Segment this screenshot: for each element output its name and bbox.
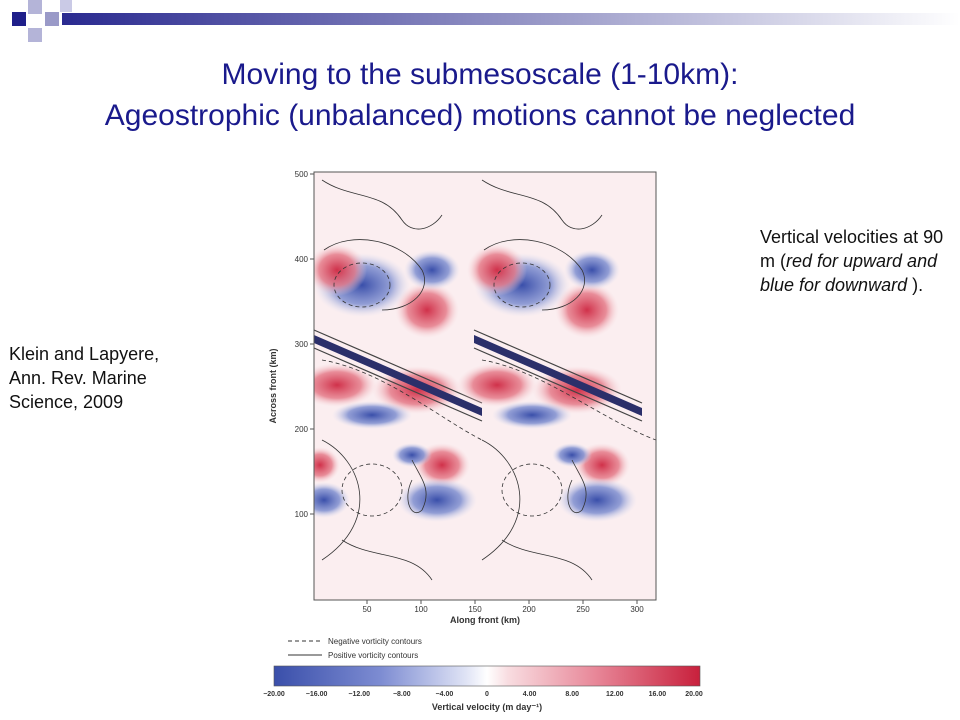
caption-end: ). <box>907 275 924 295</box>
colorbar-tick: −16.00 <box>306 691 328 698</box>
caption-italic: red for upward and blue for downward <box>760 251 938 295</box>
citation: Klein and Lapyere, Ann. Rev. Marine Scie… <box>9 342 159 414</box>
caption-line-1: Vertical velocities <box>760 227 899 247</box>
legend-negative-label: Negative vorticity contours <box>328 637 422 646</box>
colorbar-tick: 8.00 <box>565 691 579 698</box>
x-axis-label: Along front (km) <box>450 615 520 625</box>
slide-title: Moving to the submesoscale (1-10km): Age… <box>0 54 960 136</box>
caption-text: at 90 m ( <box>760 227 944 271</box>
deco-square-light <box>28 28 42 42</box>
y-axis-label: Across front (km) <box>268 348 278 423</box>
colorbar-tick: −4.00 <box>436 691 454 698</box>
citation-line-3: Science, 2009 <box>9 392 124 412</box>
deco-square-dark <box>12 12 26 26</box>
colorbar: −20.00 −16.00 −12.00 −8.00 −4.00 0 4.00 … <box>263 665 703 712</box>
negative-vorticity-contours <box>321 262 656 517</box>
deco-square-mid <box>45 12 59 26</box>
y-tick-label: 500 <box>295 170 309 179</box>
citation-line-1: Klein and Lapyere, <box>9 344 160 364</box>
x-tick-label: 100 <box>414 605 428 614</box>
colorbar-bar <box>273 665 701 687</box>
x-axis: 50 100 150 200 250 300 Along front (km) <box>363 600 644 625</box>
colorbar-label: Vertical velocity (m day⁻¹) <box>432 702 542 712</box>
y-tick-label: 200 <box>295 425 309 434</box>
colorbar-tick: −20.00 <box>263 691 285 698</box>
x-tick-label: 50 <box>363 605 372 614</box>
x-tick-label: 200 <box>522 605 536 614</box>
y-axis: 500 400 300 200 100 Across front (km) <box>268 170 314 519</box>
field-tile <box>457 244 643 522</box>
colorbar-ticks: −20.00 −16.00 −12.00 −8.00 −4.00 0 4.00 … <box>263 691 703 698</box>
y-tick-label: 300 <box>295 340 309 349</box>
legend-positive-label: Positive vorticity contours <box>328 651 418 660</box>
velocity-field <box>314 172 656 600</box>
x-tick-label: 150 <box>468 605 482 614</box>
y-tick-label: 100 <box>295 510 309 519</box>
contour-legend: Negative vorticity contours Positive vor… <box>288 637 422 660</box>
slide-decoration <box>12 0 960 42</box>
colorbar-tick: 20.00 <box>685 691 703 698</box>
deco-gradient-bar <box>62 13 960 25</box>
vorticity-contours <box>321 179 603 581</box>
colorbar-tick: 0 <box>485 691 489 698</box>
colorbar-tick: 12.00 <box>606 691 624 698</box>
x-tick-label: 250 <box>576 605 590 614</box>
deco-square-light <box>28 0 42 14</box>
deco-square-light <box>60 0 72 12</box>
citation-line-2: Ann. Rev. Marine <box>9 368 147 388</box>
colorbar-tick: −12.00 <box>348 691 370 698</box>
colorbar-tick: −8.00 <box>393 691 411 698</box>
title-line-2: Ageostrophic (unbalanced) motions cannot… <box>104 99 856 132</box>
colorbar-tick: 16.00 <box>649 691 667 698</box>
x-tick-label: 300 <box>630 605 644 614</box>
vertical-velocity-figure: 500 400 300 200 100 Across front (km) 50… <box>263 170 703 712</box>
colorbar-tick: 4.00 <box>523 691 537 698</box>
title-line-1: Moving to the submesoscale (1-10km): <box>221 58 739 91</box>
plot-frame <box>313 171 657 601</box>
figure-caption: Vertical velocities at 90 m (red for upw… <box>760 225 955 297</box>
field-tile <box>314 244 483 522</box>
y-tick-label: 400 <box>295 255 309 264</box>
